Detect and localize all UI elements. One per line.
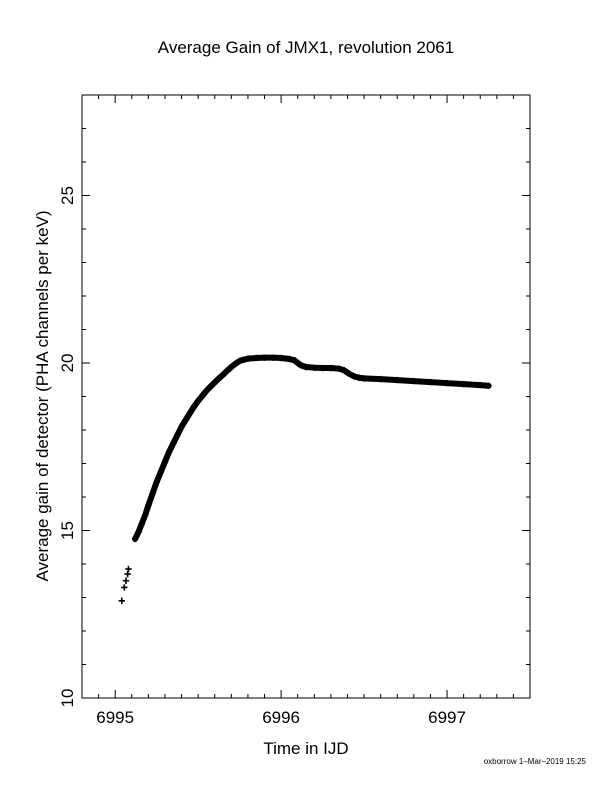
x-tick-label: 6997 xyxy=(428,708,466,727)
y-tick-label: 25 xyxy=(58,186,77,205)
data-point xyxy=(125,565,132,573)
data-point xyxy=(122,577,130,584)
y-axis-label: Average gain of detector (PHA channels p… xyxy=(33,210,52,581)
y-tick-label: 15 xyxy=(58,521,77,540)
x-axis-label: Time in IJD xyxy=(263,739,348,758)
axis-tick-labels: 6995 6996 6997 10 15 20 25 xyxy=(58,186,466,727)
y-tick-label: 10 xyxy=(58,689,77,708)
data-point xyxy=(118,597,126,605)
data-series-band xyxy=(132,354,492,542)
footer-stamp: oxborrow 1–Mar–2019 15:25 xyxy=(483,757,586,766)
data-point xyxy=(124,570,131,578)
plot-frame xyxy=(81,94,531,699)
data-point xyxy=(121,584,128,591)
data-points xyxy=(118,354,492,605)
x-tick-label: 6996 xyxy=(262,708,300,727)
x-tick-label: 6995 xyxy=(96,708,134,727)
axis-ticks xyxy=(81,94,531,699)
y-tick-label: 20 xyxy=(58,354,77,373)
chart-title: Average Gain of JMX1, revolution 2061 xyxy=(158,38,454,57)
